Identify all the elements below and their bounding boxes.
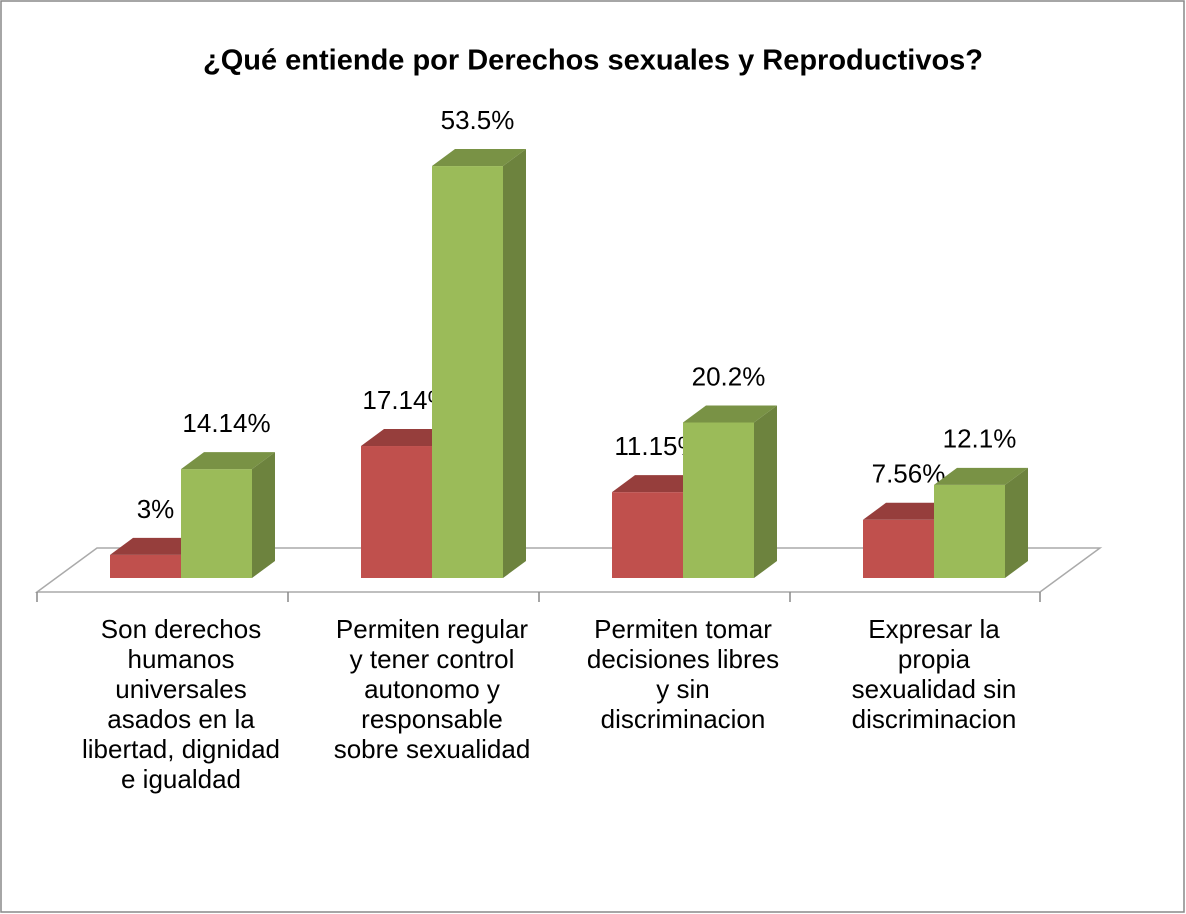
data-label: 14.14% — [182, 408, 270, 438]
bar-top — [934, 467, 1028, 485]
data-label: 3% — [137, 494, 175, 524]
x-tick-label: Permiten regular y tener control autonom… — [333, 614, 531, 764]
bar-top — [612, 475, 706, 493]
bar-side — [754, 405, 777, 578]
bar — [863, 519, 934, 578]
bar-top — [683, 405, 777, 423]
bar-top — [181, 452, 275, 470]
data-label: 53.5% — [441, 105, 515, 135]
chart-title: ¿Qué entiende por Derechos sexuales y Re… — [203, 45, 983, 77]
bar — [432, 166, 503, 579]
bar-side — [1005, 467, 1028, 578]
data-label: 12.1% — [943, 424, 1017, 454]
x-tick-label: Expresar la propia sexualidad sin discri… — [851, 614, 1017, 734]
x-tick-label: Permiten tomar decisiones libres y sin d… — [586, 614, 780, 734]
bar — [110, 554, 181, 578]
bar — [683, 422, 754, 578]
bar-top — [361, 429, 455, 447]
bar-top — [863, 502, 957, 520]
bar-top — [110, 537, 204, 555]
bar-top — [432, 149, 526, 167]
bar — [934, 484, 1005, 578]
category-ticks — [36, 592, 1041, 602]
bar-side — [252, 452, 275, 578]
bar — [612, 492, 683, 578]
bar-side — [503, 149, 526, 579]
bar — [181, 469, 252, 578]
floor — [34, 547, 1103, 593]
data-label: 20.2% — [692, 361, 766, 391]
bar — [361, 446, 432, 578]
data-label: 7.56% — [872, 459, 946, 489]
x-tick-label: Son derechos humanos universales asados … — [81, 614, 281, 794]
